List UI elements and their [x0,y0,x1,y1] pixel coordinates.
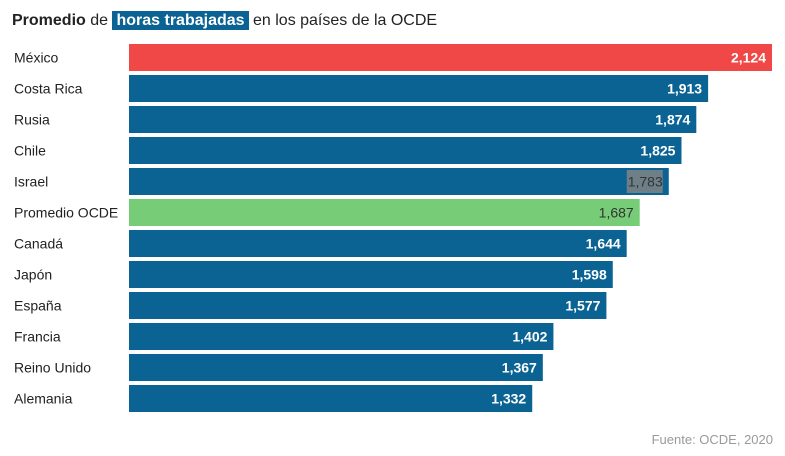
bar [129,137,682,164]
value-label: 1,874 [655,112,690,128]
bar [129,168,669,195]
bar [129,323,554,350]
source-note: Fuente: OCDE, 2020 [651,432,773,447]
value-label: 1,687 [599,205,634,221]
category-label: México [14,50,59,66]
title-part-rest: en los países de la OCDE [248,12,438,29]
category-label: Promedio OCDE [14,205,118,221]
category-label: Costa Rica [14,81,83,97]
bar [129,75,709,102]
title-part-plain: de [85,12,113,29]
bar [129,261,613,288]
value-label: 1,913 [667,81,702,97]
value-label: 1,332 [491,391,526,407]
category-label: España [14,298,62,314]
category-label: Japón [14,267,52,283]
category-label: Alemania [14,391,73,407]
value-label: 2,124 [731,50,766,66]
bar [129,354,543,381]
chart-title: Promedio de horas trabajadas en los país… [12,11,438,30]
title-part-highlight: horas trabajadas [112,11,249,30]
bar [129,106,697,133]
value-label-background [626,170,663,193]
category-label: Rusia [14,112,50,128]
value-label: 1,598 [572,267,607,283]
title-part-bold: Promedio [12,12,86,29]
value-label: 1,367 [502,360,537,376]
bar [129,385,533,412]
value-label: 1,644 [586,236,621,252]
bar [129,230,627,257]
value-label: 1,577 [565,298,600,314]
bar [129,292,607,319]
category-label: Reino Unido [14,360,91,376]
category-label: Israel [14,174,48,190]
category-label: Canadá [14,236,63,252]
category-label: Chile [14,143,46,159]
value-label: 1,402 [512,329,547,345]
category-label: Francia [14,329,61,345]
bar [129,199,640,226]
bar [129,44,772,71]
value-label: 1,825 [640,143,675,159]
value-label: 1,783 [628,174,663,190]
